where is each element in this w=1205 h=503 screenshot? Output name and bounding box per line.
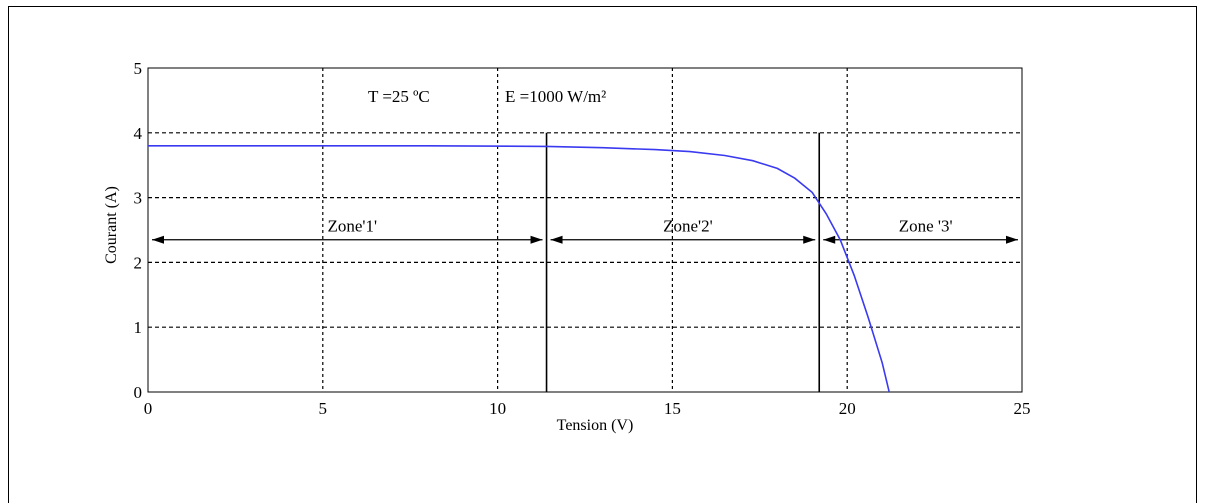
arrow-head	[1006, 235, 1018, 244]
iv-curve-series	[148, 145, 890, 393]
zone-arrows: Zone'1' Zone'2' Zone '3'	[152, 217, 1018, 244]
x-tick-label: 15	[664, 399, 681, 418]
arrow-head	[803, 235, 816, 244]
grid-lines	[148, 68, 1022, 392]
figure-frame	[8, 6, 1197, 503]
x-tick-label: 0	[144, 399, 153, 418]
arrow-head	[550, 235, 563, 244]
zone-label: Zone '3'	[899, 217, 953, 236]
x-axis-label: Tension (V)	[557, 417, 634, 434]
x-tick-labels: 0 5 10 15 20 25	[144, 399, 1031, 418]
x-tick-label: 20	[839, 399, 856, 418]
irradiance-annotation: E =1000 W/m²	[505, 87, 606, 106]
temperature-annotation: T =25 ºC	[368, 87, 430, 106]
y-tick-label: 1	[134, 318, 143, 337]
y-tick-label: 0	[134, 383, 143, 402]
zone-label: Zone'1'	[327, 217, 377, 236]
y-tick-label: 5	[134, 59, 143, 78]
x-tick-label: 10	[489, 399, 506, 418]
plot-area-border	[147, 67, 1023, 393]
arrow-head	[823, 235, 836, 244]
y-tick-label: 3	[134, 189, 143, 208]
y-tick-label: 4	[134, 124, 143, 143]
arrow-head	[530, 235, 543, 244]
zone-boundary-lines	[545, 132, 821, 392]
x-tick-label: 25	[1014, 399, 1031, 418]
y-tick-label: 2	[134, 253, 143, 272]
arrow-head	[152, 235, 164, 244]
x-tick-label: 5	[319, 399, 328, 418]
y-axis-label: Courant (A)	[103, 186, 120, 264]
y-tick-labels: 0 1 2 3 4 5	[134, 59, 143, 402]
zone-label: Zone'2'	[663, 217, 713, 236]
